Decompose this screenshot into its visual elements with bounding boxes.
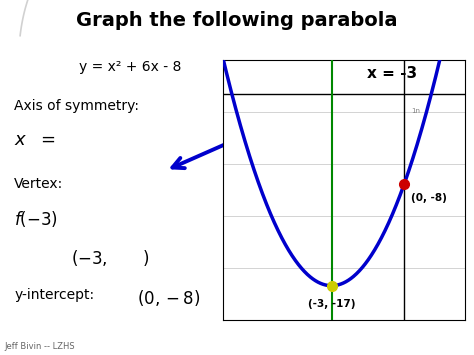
- Text: Vertex:: Vertex:: [14, 178, 64, 191]
- Text: $(0, -8)$: $(0, -8)$: [137, 288, 201, 307]
- Text: y-intercept:: y-intercept:: [14, 288, 94, 301]
- Text: $f(-3)$: $f(-3)$: [14, 209, 58, 229]
- Text: y = x² + 6x - 8: y = x² + 6x - 8: [79, 60, 182, 74]
- Text: Graph the following parabola: Graph the following parabola: [76, 11, 398, 30]
- Text: 1n: 1n: [412, 108, 420, 114]
- Text: x = -3: x = -3: [367, 66, 417, 81]
- Text: $(-3, \qquad )$: $(-3, \qquad )$: [71, 248, 150, 268]
- Text: (0, -8): (0, -8): [411, 193, 447, 203]
- Text: Axis of symmetry:: Axis of symmetry:: [14, 99, 139, 113]
- Text: (-3, -17): (-3, -17): [308, 299, 356, 309]
- Text: Jeff Bivin -- LZHS: Jeff Bivin -- LZHS: [5, 343, 75, 351]
- Text: $x \ \ =$: $x \ \ =$: [14, 131, 55, 149]
